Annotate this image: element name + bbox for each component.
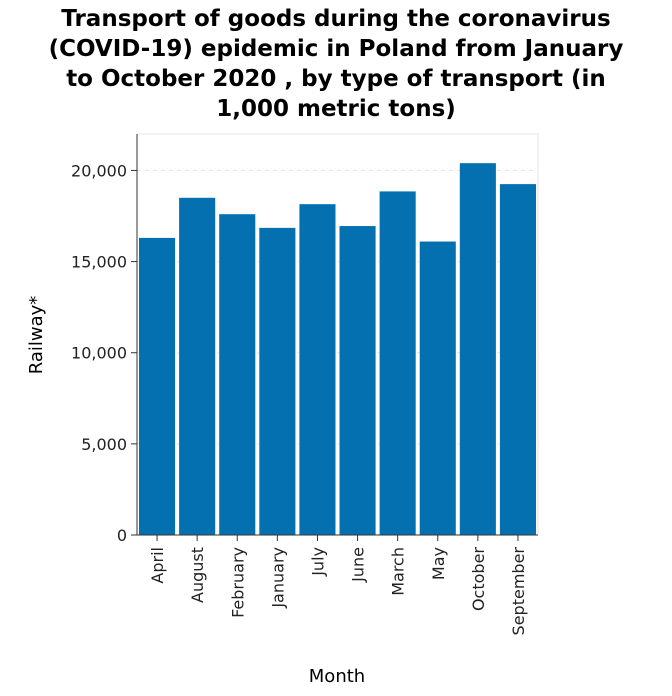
y-axis-label: Railway* [26, 296, 47, 375]
y-tick-label: 15,000 [71, 253, 127, 272]
bar-january [259, 227, 296, 535]
x-tick-label-october: October [469, 547, 488, 611]
x-tick-label-january: January [268, 547, 287, 609]
bar-february [219, 214, 256, 535]
bar-april [139, 237, 176, 536]
bar-june [339, 226, 376, 535]
chart-title: Transport of goods during the coronaviru… [48, 6, 624, 122]
x-tick-label-may: May [429, 547, 448, 580]
bars [139, 163, 536, 536]
y-tick-label: 5,000 [81, 435, 127, 454]
x-tick-label-march: March [389, 547, 408, 596]
x-tick-label-april: April [148, 547, 167, 584]
bar-august [179, 197, 216, 535]
x-tick-label-july: July [308, 547, 327, 577]
x-tick-label-august: August [188, 547, 207, 603]
x-tick-label-june: June [349, 547, 368, 583]
x-tick-label-september: September [509, 547, 528, 636]
y-tick-label: 10,000 [71, 344, 127, 363]
x-axis-label: Month [309, 666, 365, 687]
y-axis: 0 5,000 10,000 15,000 20,000 [71, 134, 138, 545]
bar-september [499, 184, 536, 535]
y-tick-label: 0 [117, 526, 127, 545]
bar-may [419, 241, 456, 536]
y-tick-label: 20,000 [71, 161, 127, 180]
bar-july [299, 204, 336, 536]
bar-october [459, 163, 496, 535]
bar-march [379, 191, 416, 536]
x-axis: April August February January July June March M… [137, 534, 538, 636]
x-tick-label-february: February [228, 547, 247, 618]
